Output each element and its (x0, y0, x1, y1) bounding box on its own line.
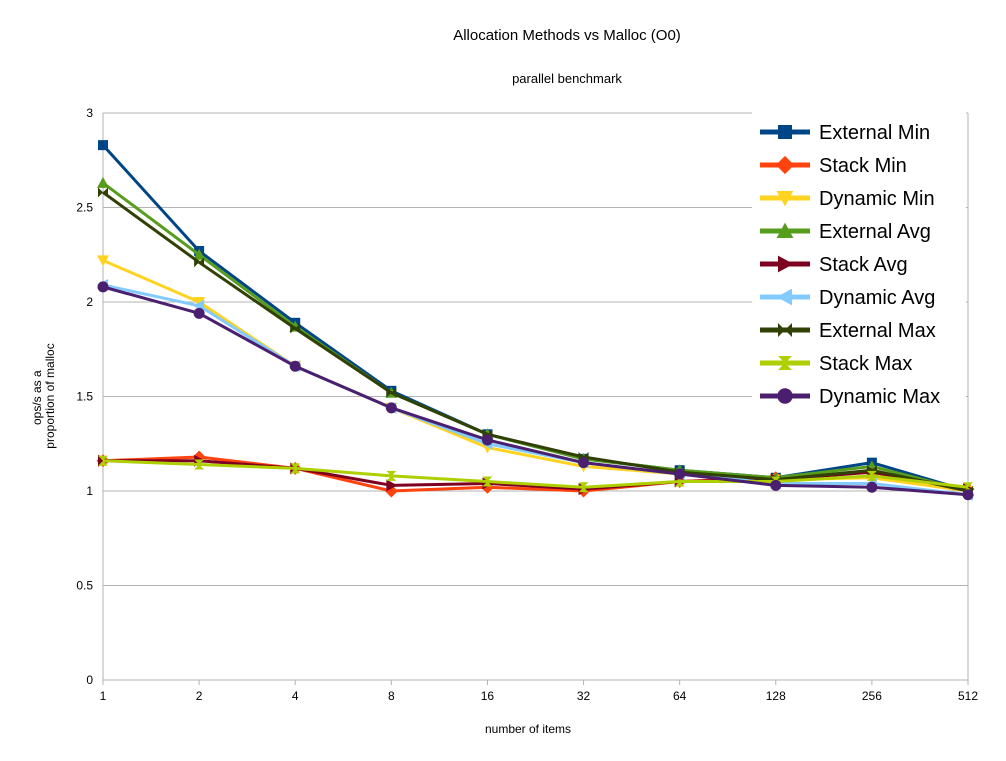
legend-item: Dynamic Avg (760, 287, 935, 309)
x-tick-label: 512 (958, 689, 978, 703)
data-point (482, 476, 493, 487)
legend-label: Stack Avg (819, 254, 908, 276)
x-tick-label: 2 (196, 689, 203, 703)
data-point (770, 479, 782, 491)
data-point (193, 248, 206, 260)
data-point (386, 387, 397, 398)
y-tick-label: 2 (86, 295, 93, 309)
legend-item: External Max (760, 320, 936, 342)
legend-item: External Min (760, 122, 930, 144)
y-tick-label: 3 (86, 106, 93, 120)
x-tick-label: 32 (577, 689, 591, 703)
y-tick-label: 1 (86, 484, 93, 498)
data-point (481, 434, 493, 446)
legend: External Min Stack Min Dynamic Min External… (752, 112, 966, 419)
legend-item: Stack Max (760, 353, 912, 375)
legend-swatch-marker (776, 191, 794, 207)
y-axis-label-line-2: proportion of malloc (43, 343, 57, 448)
data-point (385, 402, 397, 414)
series-line (102, 459, 969, 489)
data-point (193, 297, 206, 308)
y-tick-label: 0.5 (76, 579, 93, 593)
axes: 0 0.5 1 1.5 2 2.5 3 1 2 4 8 16 32 64 128 256 512 (76, 106, 978, 703)
x-axis-label: number of items (485, 722, 571, 736)
series-lines (96, 140, 975, 501)
legend-item: Dynamic Max (760, 386, 940, 408)
data-point (194, 459, 205, 470)
legend-label: Stack Max (819, 353, 912, 375)
legend-swatch-marker (778, 125, 792, 139)
legend-swatch-marker (775, 155, 795, 175)
data-point (866, 481, 878, 493)
series-line (102, 285, 969, 497)
series-stack-max (98, 455, 973, 493)
legend-label: Stack Min (819, 155, 907, 177)
x-tick-label: 128 (766, 689, 786, 703)
data-point (290, 463, 301, 474)
data-point (98, 140, 108, 151)
legend-label: Dynamic Avg (819, 287, 935, 309)
y-tick-label: 1.5 (76, 390, 93, 404)
x-tick-label: 4 (292, 689, 299, 703)
chart-title: Allocation Methods vs Malloc (O0) (453, 27, 681, 44)
x-tick-label: 8 (388, 689, 395, 703)
legend-item: Stack Min (760, 155, 907, 177)
data-point (386, 479, 398, 492)
legend-item: External Avg (760, 221, 931, 243)
series-dynamic-max (97, 281, 974, 501)
data-point (97, 281, 109, 293)
data-point (386, 470, 397, 481)
data-point (98, 455, 108, 466)
data-point (289, 360, 301, 372)
data-point (578, 457, 590, 469)
data-point (97, 255, 109, 267)
chart-subtitle: parallel benchmark (512, 71, 622, 86)
data-point (963, 482, 973, 493)
gridlines (103, 112, 969, 680)
x-tick-label: 64 (673, 689, 687, 703)
data-point (866, 470, 877, 481)
data-point (194, 257, 205, 268)
data-point (193, 307, 205, 319)
y-axis-label: ops/s as a proportion of malloc (30, 343, 57, 448)
data-point (97, 176, 109, 188)
series-line (102, 283, 969, 497)
legend-swatch-marker (776, 288, 792, 306)
y-axis-label-line-1: ops/s as a (30, 370, 44, 425)
data-point (962, 489, 974, 501)
legend-label: External Min (819, 122, 930, 144)
legend-label: External Avg (819, 221, 931, 243)
legend-swatch-marker (776, 222, 794, 238)
data-point (674, 476, 685, 487)
legend-item: Stack Avg (760, 254, 908, 276)
x-tick-label: 256 (862, 689, 882, 703)
legend-label: External Max (819, 320, 936, 342)
y-tick-label: 2.5 (76, 201, 93, 215)
legend-item: Dynamic Min (760, 188, 935, 210)
y-tick-label: 0 (86, 673, 93, 687)
series-line (102, 191, 969, 493)
data-point (98, 187, 108, 198)
legend-swatch-marker (778, 356, 792, 370)
x-tick-label: 1 (100, 689, 107, 703)
legend-swatch-marker (778, 323, 792, 337)
legend-swatch-marker (778, 255, 794, 273)
data-point (578, 482, 589, 493)
legend-label: Dynamic Min (819, 188, 935, 210)
legend-swatch-marker (777, 388, 793, 404)
x-tick-label: 16 (481, 689, 495, 703)
legend-label: Dynamic Max (819, 386, 940, 408)
data-point (674, 468, 686, 480)
data-point (290, 323, 301, 334)
